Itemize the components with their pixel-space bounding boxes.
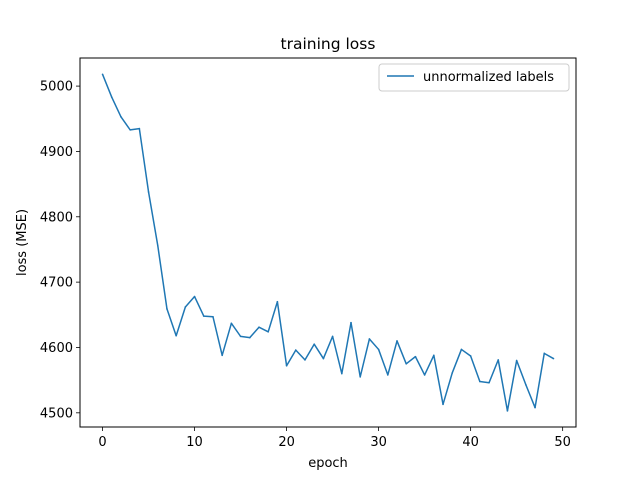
data-point	[239, 335, 242, 338]
data-point	[331, 335, 334, 338]
data-point	[387, 374, 389, 376]
data-point	[212, 315, 214, 318]
data-point	[460, 348, 463, 351]
data-point	[138, 127, 141, 130]
data-point	[258, 326, 260, 329]
y-tick-label: 5000	[40, 80, 73, 95]
plot-series	[101, 73, 555, 412]
chart-title: training loss	[281, 35, 376, 53]
data-point	[304, 359, 306, 361]
data-point	[469, 355, 472, 357]
data-point	[488, 381, 490, 384]
data-point	[396, 340, 398, 342]
data-point	[341, 372, 343, 375]
data-point	[230, 322, 233, 325]
legend: unnormalized labels	[378, 63, 570, 92]
data-point	[377, 348, 380, 351]
x-tick-label: 30	[370, 435, 387, 450]
data-point	[368, 338, 371, 340]
data-point	[110, 96, 113, 99]
data-point	[442, 403, 444, 406]
data-point	[294, 349, 297, 351]
x-axis-label: epoch	[308, 456, 348, 471]
data-point	[184, 306, 187, 308]
data-point	[322, 357, 325, 360]
data-point	[175, 334, 177, 337]
y-tick-label: 4600	[40, 341, 73, 356]
data-point	[552, 357, 555, 360]
data-point	[101, 73, 104, 76]
data-point	[147, 191, 150, 193]
x-tick-label: 10	[186, 435, 203, 450]
data-point	[285, 364, 288, 367]
data-point	[350, 321, 352, 324]
data-point	[221, 354, 223, 357]
series-line-0	[101, 74, 554, 412]
data-point	[479, 380, 481, 383]
data-point	[202, 315, 205, 317]
data-point	[248, 336, 251, 339]
legend-label: unnormalized labels	[423, 70, 554, 85]
y-axis-label: loss (MSE)	[15, 209, 30, 276]
data-point	[525, 383, 527, 386]
data-point	[414, 355, 417, 358]
x-axis-ticks: 0 10 20 30 40 50	[98, 427, 571, 450]
x-tick-label: 0	[98, 435, 106, 450]
data-point	[433, 354, 435, 357]
data-point	[313, 343, 316, 346]
data-point	[129, 129, 131, 131]
data-point	[359, 376, 362, 378]
y-tick-label: 4700	[40, 276, 73, 291]
data-point	[276, 300, 279, 303]
y-tick-label: 4900	[40, 145, 73, 160]
data-point	[506, 410, 509, 412]
y-axis-ticks: 4500 4600 4700 4800 4900 5000	[40, 80, 80, 421]
x-tick-label: 50	[554, 435, 571, 450]
x-tick-label: 20	[278, 435, 295, 450]
data-point	[156, 244, 159, 247]
data-point	[534, 406, 536, 409]
data-point	[267, 330, 269, 333]
y-tick-label: 4500	[40, 406, 73, 421]
data-point	[543, 352, 546, 355]
data-point	[166, 308, 168, 310]
data-point	[405, 363, 408, 365]
y-tick-label: 4800	[40, 210, 73, 225]
data-point	[451, 372, 454, 374]
data-point	[515, 359, 518, 362]
data-point	[120, 116, 122, 118]
data-point	[497, 359, 500, 361]
plot-frame	[79, 57, 577, 428]
data-point	[193, 295, 196, 298]
data-point	[423, 374, 426, 376]
x-tick-label: 40	[462, 435, 479, 450]
legend-box	[378, 63, 570, 92]
